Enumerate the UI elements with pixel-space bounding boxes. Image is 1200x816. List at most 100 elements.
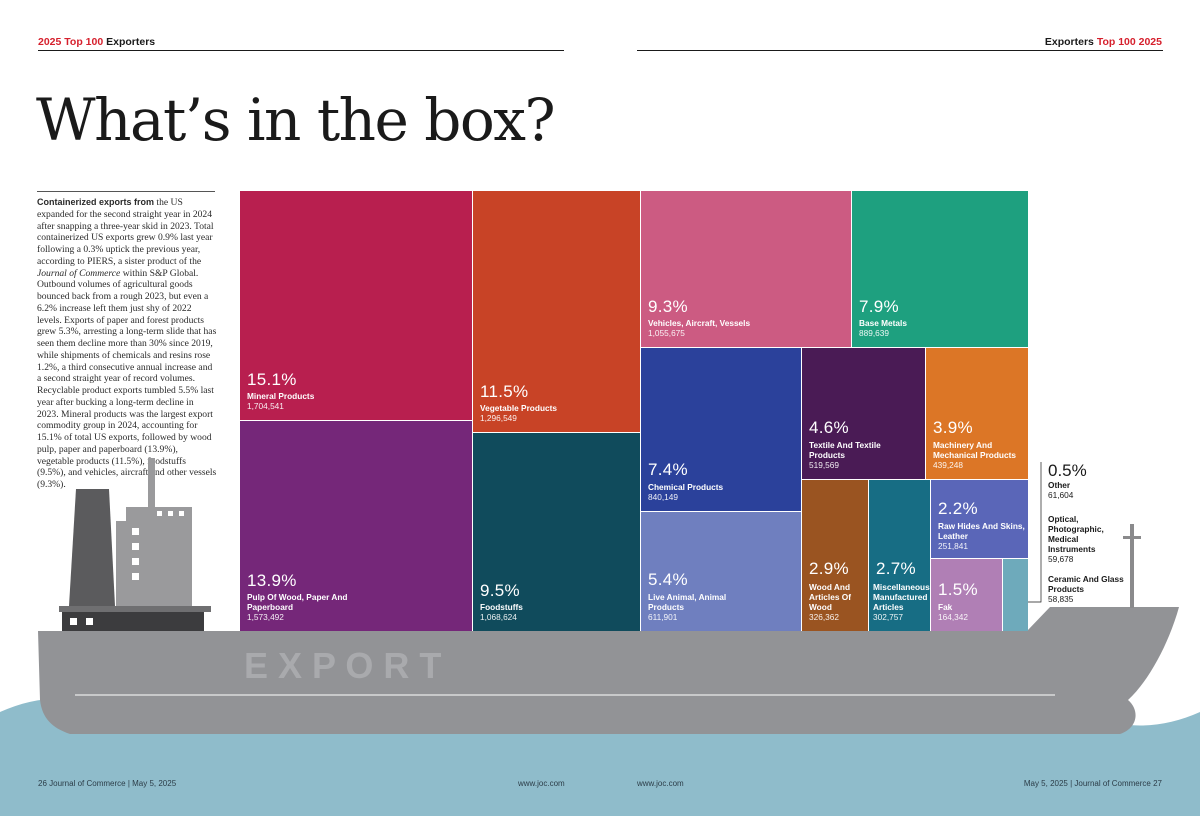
ship-deck [59,606,211,612]
side-value: 59,678 [1048,554,1074,564]
tile-pct: 2.2% [938,499,978,518]
tile-label: Vegetable Products [480,403,558,413]
side-pct: 0.5% [1048,461,1087,480]
side-label: Other [1048,480,1071,490]
tile-value: 1,704,541 [247,401,284,411]
window [157,511,162,516]
tile-pct: 4.6% [809,418,849,437]
tile-live-animal: 5.4% Live Animal, Animal Products 611,90… [641,512,801,631]
tile-misc-manufactured: 2.7% Miscellaneous Manufactured Articles… [869,480,930,631]
tile-pct: 1.5% [938,580,978,599]
ship-funnel [69,489,115,606]
tile-value: 1,055,675 [648,328,685,338]
page-title: What’s in the box? [36,86,556,154]
tile-pct: 11.5% [480,382,529,401]
running-header-right: Exporters Top 100 2025 [1045,36,1162,48]
tile-chemical-products: 7.4% Chemical Products 840,149 [641,348,801,511]
footer-left: 26 Journal of Commerce | May 5, 2025 [38,779,177,788]
porthole [86,618,93,625]
tile-value: 889,639 [859,328,889,338]
intro-paragraph: Containerized exports from the US expand… [37,197,217,491]
tile-label: Mineral Products [247,391,315,401]
tile-vegetable-products: 11.5% Vegetable Products 1,296,549 [473,191,640,432]
intro-text-1: the US expanded for the second straight … [37,197,214,267]
running-header-left: 2025 Top 100 Exporters [38,36,155,48]
window [132,558,139,565]
window [168,511,173,516]
tile-label: Machinery And Mechanical Products [933,440,1016,460]
tile-fak: 1.5% Fak 164,342 [931,559,1002,631]
tile-label: Live Animal, Animal Products [648,592,727,612]
intro-lead: Containerized exports from [37,197,155,207]
tile-wood-articles: 2.9% Wood And Articles Of Wood 326,362 [802,480,868,631]
tile-mineral-products: 15.1% Mineral Products 1,704,541 [240,191,472,420]
window [179,511,184,516]
tile-base-metals: 7.9% Base Metals 889,639 [852,191,1028,347]
tile-textile-products: 4.6% Textile And Textile Products 519,56… [802,348,925,479]
bow-mast-bar [1123,536,1141,539]
tile-pct: 2.9% [809,559,849,578]
tile-value: 1,573,492 [247,612,284,622]
tile-other-small [1003,559,1028,631]
tile-pct: 9.3% [648,297,688,316]
tile-pct: 7.4% [648,460,688,479]
tile-pct: 2.7% [876,559,916,578]
tile-raw-hides: 2.2% Raw Hides And Skins, Leather 251,84… [931,480,1028,558]
intro-journal: Journal of Commerce [37,267,121,279]
side-label-optical: Optical, Photographic, Medical Instrumen… [1048,514,1118,564]
tile-value: 164,342 [938,612,968,622]
tile-label: Pulp Of Wood, Paper And Paperboard [247,592,348,612]
header-right-red: Top 100 2025 [1096,36,1162,48]
tile-value: 326,362 [809,612,839,622]
tile-label: Foodstuffs [480,602,523,612]
tile-value: 840,149 [648,492,678,502]
ship-bridge [116,521,192,606]
tile-value: 251,841 [938,541,968,551]
tile-pct: 5.4% [648,570,688,589]
tile-foodstuffs: 9.5% Foodstuffs 1,068,624 [473,433,640,631]
tile-value: 302,757 [873,612,903,622]
tile-pct: 9.5% [480,581,520,600]
intro-text-2: within S&P Global. Outbound volumes of a… [37,267,217,491]
window [132,573,139,580]
tile-pct: 15.1% [247,370,297,389]
header-left-black: Exporters [106,36,156,48]
tile-vehicles-aircraft-vessels: 9.3% Vehicles, Aircraft, Vessels 1,055,6… [641,191,851,347]
tile-label: Raw Hides And Skins, Leather [938,521,1025,541]
tile-value: 439,248 [933,460,963,470]
tile-label: Textile And Textile Products [809,440,881,460]
tile-value: 1,296,549 [480,413,517,423]
tile-pct: 3.9% [933,418,973,437]
tile-label: Base Metals [859,318,907,328]
tile-machinery: 3.9% Machinery And Mechanical Products 4… [926,348,1028,479]
footer-url-left: www.joc.com [518,779,565,788]
tile-label: Chemical Products [648,482,724,492]
header-rule-left [38,50,564,51]
ship-hull [38,607,1179,734]
tile-label: Miscellaneous Manufactured Articles [873,582,930,612]
side-label: Optical, Photographic, Medical Instrumen… [1048,514,1104,554]
header-rule-right [637,50,1163,51]
ship-base [62,612,204,631]
side-value: 58,835 [1048,594,1074,604]
tile-pct: 13.9% [247,571,297,590]
footer-right: May 5, 2025 | Journal of Commerce 27 [1023,779,1162,788]
bow-mast [1130,524,1134,608]
hull-export-text: E X P O R T [244,645,441,686]
header-left-red: 2025 Top 100 [38,36,104,48]
tile-value: 1,068,624 [480,612,517,622]
side-label-ceramic: Ceramic And Glass Products 58,835 [1048,574,1128,604]
porthole [70,618,77,625]
window [132,543,139,550]
header-right-black: Exporters [1044,36,1094,48]
window [132,528,139,535]
intro-rule [37,191,215,192]
side-label-other: 0.5% Other 61,604 [1048,461,1118,500]
tile-label: Fak [938,602,953,612]
side-value: 61,604 [1048,490,1074,500]
tile-pct: 7.9% [859,297,899,316]
footer-url-right: www.joc.com [637,779,684,788]
side-label: Ceramic And Glass Products [1048,574,1124,594]
tile-value: 611,901 [648,612,678,622]
